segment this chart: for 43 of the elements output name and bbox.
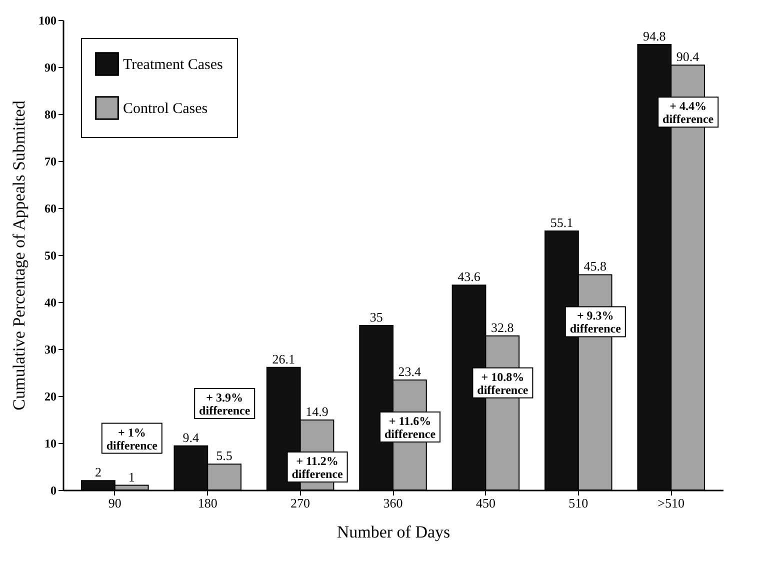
x-axis-title: Number of Days — [336, 522, 450, 542]
x-tick-label: 270 — [290, 496, 310, 510]
data-label: 45.8 — [584, 258, 606, 274]
data-label: 5.5 — [216, 448, 232, 464]
annotation: + 11.6% difference — [384, 414, 436, 442]
data-label: 26.1 — [272, 351, 295, 366]
data-label: 55.1 — [550, 215, 574, 230]
x-tick-label: >510 — [658, 496, 685, 510]
data-label: 1 — [128, 469, 135, 484]
y-tick-label: 30 — [44, 342, 56, 356]
annotation: + 3.9% difference — [199, 390, 251, 418]
annotation: + 9.3% difference — [570, 308, 622, 336]
x-tick-label: 510 — [568, 496, 588, 510]
y-tick-label: 20 — [44, 390, 56, 404]
data-label: 32.8 — [491, 320, 514, 335]
x-tick-label: 360 — [383, 496, 403, 510]
y-tick-label: 80 — [44, 108, 56, 122]
y-tick-label: 90 — [44, 60, 56, 74]
data-label: 9.4 — [182, 430, 200, 445]
y-tick-label: 40 — [44, 296, 56, 310]
data-label: 94.8 — [643, 28, 666, 44]
annotation: + 10.8% difference — [477, 370, 529, 397]
y-tick-label: 10 — [44, 436, 56, 450]
data-label: 23.4 — [398, 364, 422, 380]
data-label: 90.4 — [676, 49, 700, 64]
y-axis-title: Cumulative Percentage of Appeals Submitted — [10, 100, 28, 410]
x-tick-label: 450 — [476, 496, 496, 510]
annotation: + 4.4% difference — [662, 99, 714, 126]
data-label: 35 — [370, 310, 383, 324]
y-tick-label: 100 — [38, 14, 56, 28]
legend-label: Control Cases — [123, 101, 208, 117]
x-tick-label: 180 — [198, 496, 218, 510]
x-tick-label: 90 — [108, 496, 122, 510]
y-tick-label: 60 — [44, 202, 56, 216]
y-tick-label: 0 — [50, 484, 56, 498]
data-label: 43.6 — [458, 269, 481, 284]
annotation: + 1% difference — [106, 425, 158, 452]
y-tick-label: 50 — [44, 248, 56, 262]
data-label: 2 — [94, 464, 102, 480]
y-tick-label: 70 — [44, 154, 56, 168]
data-label: 14.9 — [306, 404, 328, 419]
legend-label: Treatment Cases — [123, 57, 224, 73]
annotation: + 11.2% difference — [292, 454, 344, 481]
